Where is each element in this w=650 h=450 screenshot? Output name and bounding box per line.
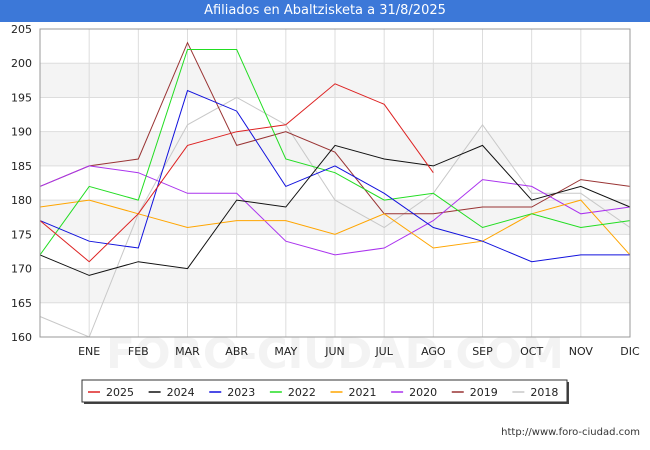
x-tick-label: MAR [175, 345, 200, 358]
series-line-2020 [39, 165, 631, 256]
series-line-2022 [39, 49, 631, 256]
legend-label-2020: 2020 [409, 386, 437, 399]
legend-label-2024: 2024 [167, 386, 195, 399]
legend-label-2018: 2018 [530, 386, 558, 399]
source-url: http://www.foro-ciudad.com [501, 427, 640, 438]
x-tick-label: MAY [274, 345, 297, 358]
y-tick-label: 190 [11, 126, 32, 139]
x-tick-label: ENE [78, 345, 100, 358]
plot-frame [39, 28, 631, 338]
series-line-2019 [39, 41, 631, 215]
series-line-2024 [39, 144, 631, 276]
x-tick-label: JUN [324, 345, 345, 358]
series-line-2023 [39, 89, 630, 263]
y-tick-label: 165 [11, 297, 32, 310]
y-tick-label: 185 [11, 160, 32, 173]
series-lines [39, 41, 631, 338]
legend-label-2021: 2021 [349, 386, 377, 399]
legend: 2025 2024 2023 2022 2021 2020 2019 2018 [81, 379, 569, 404]
x-tick-label: SEP [472, 345, 493, 358]
x-tick-label: OCT [520, 345, 543, 358]
y-axis-ticks: 160 165 170 175 180 185 190 195 200 205 [11, 23, 32, 344]
x-axis-ticks: ENE FEB MAR ABR MAY JUN JUL AGO SEP OCT NOV DIC [78, 345, 640, 358]
legend-label-2019: 2019 [470, 386, 498, 399]
legend-label-2023: 2023 [227, 386, 255, 399]
y-tick-label: 205 [11, 23, 32, 36]
y-tick-label: 180 [11, 194, 32, 207]
y-tick-label: 200 [11, 57, 32, 70]
x-tick-label: NOV [569, 345, 594, 358]
x-tick-label: JUL [374, 345, 393, 358]
x-tick-label: FEB [128, 345, 149, 358]
legend-label-2022: 2022 [288, 386, 316, 399]
y-tick-label: 175 [11, 228, 32, 241]
y-tick-label: 160 [11, 331, 32, 344]
x-tick-label: DIC [620, 345, 640, 358]
y-tick-label: 170 [11, 263, 32, 276]
legend-label-2025: 2025 [106, 386, 134, 399]
legend-box [81, 379, 568, 403]
series-line-2025 [39, 83, 434, 263]
x-tick-label: ABR [225, 345, 248, 358]
x-tick-label: AGO [421, 345, 446, 358]
chart-title: Afiliados en Abaltzisketa a 31/8/2025 [0, 0, 650, 22]
y-tick-label: 195 [11, 91, 32, 104]
